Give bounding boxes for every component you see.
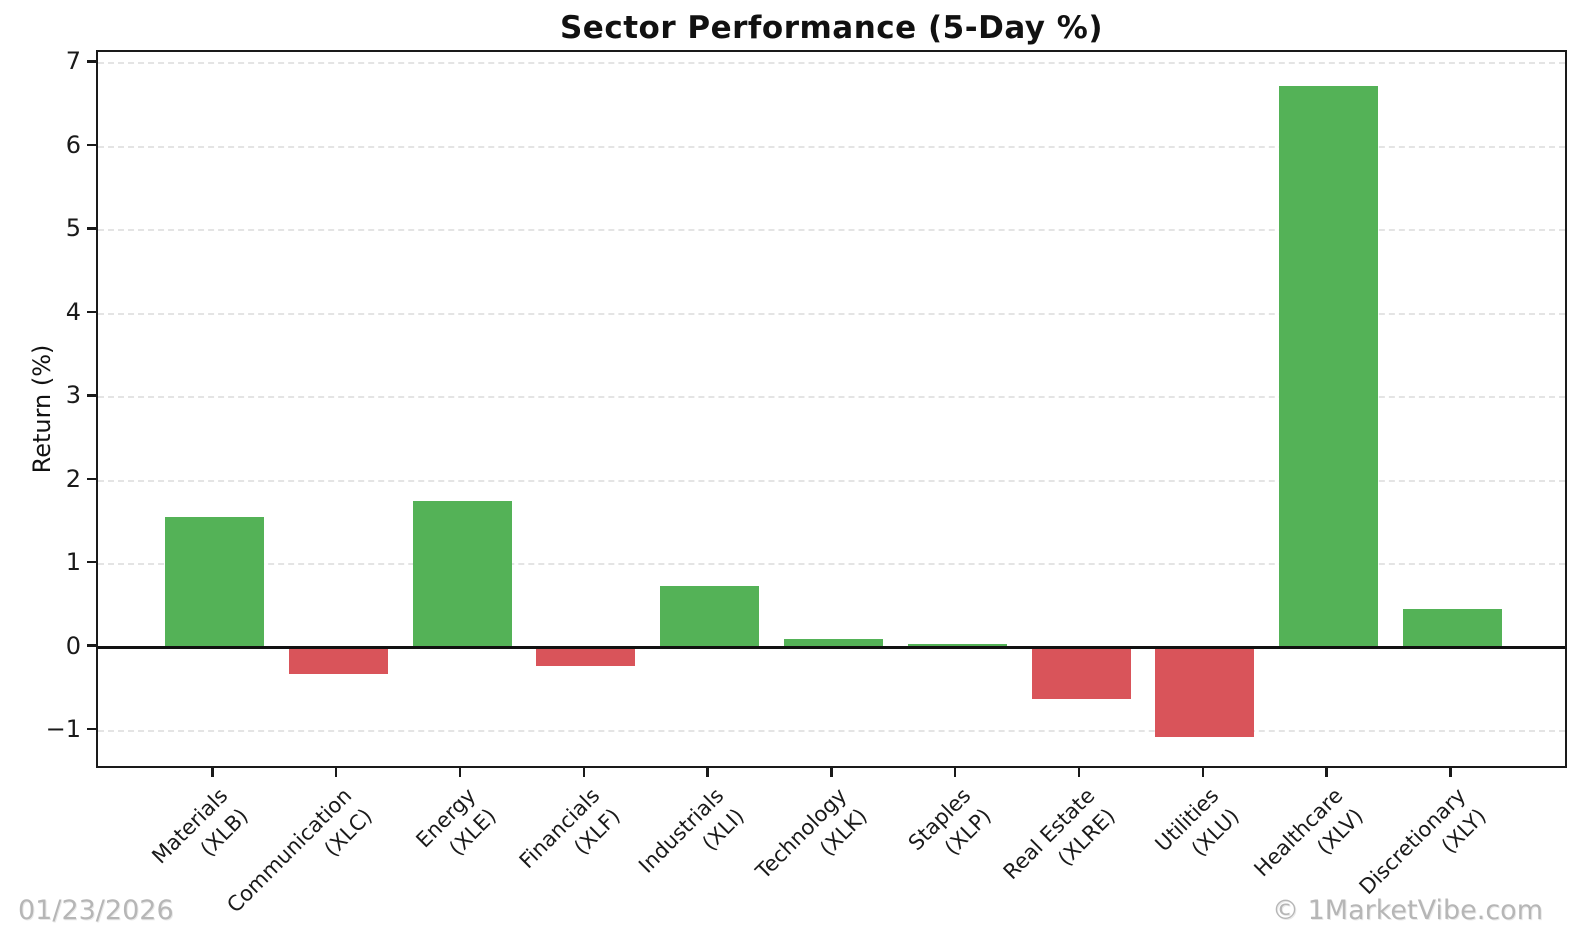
bar-xlk	[783, 638, 883, 648]
y-tick-mark	[87, 477, 96, 481]
x-tick-mark	[582, 768, 586, 777]
x-tick-mark	[211, 768, 214, 777]
x-tick-mark	[1449, 768, 1452, 777]
y-tick-label: 5	[65, 214, 81, 243]
x-tick-mark	[334, 768, 338, 777]
y-tick-mark	[87, 560, 96, 564]
y-tick-label: −1	[45, 715, 81, 744]
y-tick-label: 1	[65, 548, 81, 577]
x-tick-mark	[1325, 768, 1328, 777]
zero-baseline	[98, 646, 1565, 650]
bar-xlb	[164, 516, 264, 648]
gridline	[98, 62, 1565, 65]
gridline	[98, 145, 1565, 148]
gridline	[98, 479, 1565, 482]
y-tick-mark	[87, 644, 96, 647]
x-tick-mark	[458, 768, 462, 777]
plot-area	[96, 50, 1567, 768]
y-tick-mark	[87, 310, 96, 314]
y-tick-mark	[87, 727, 96, 731]
bar-xly	[1402, 609, 1502, 648]
x-tick-mark	[1201, 768, 1205, 777]
bar-xli	[660, 585, 760, 648]
bar-xlre	[1031, 647, 1131, 699]
bar-xlf	[536, 647, 636, 667]
gridline	[98, 312, 1565, 315]
bar-xlp	[907, 644, 1007, 648]
x-tick-mark	[1077, 768, 1081, 777]
x-tick-mark	[706, 768, 709, 777]
y-tick-label: 0	[65, 631, 81, 660]
bar-xlu	[1155, 647, 1255, 737]
y-tick-label: 4	[65, 297, 81, 326]
y-tick-label: 2	[65, 464, 81, 493]
gridline	[98, 730, 1565, 733]
y-tick-label: 3	[65, 381, 81, 410]
y-tick-mark	[87, 227, 96, 230]
gridline	[98, 229, 1565, 232]
y-tick-label: 7	[65, 47, 81, 76]
y-axis-label: Return (%)	[28, 344, 56, 474]
y-tick-mark	[87, 60, 96, 63]
y-tick-mark	[87, 394, 96, 397]
x-tick-mark	[953, 768, 957, 777]
y-tick-label: 6	[65, 130, 81, 159]
gridline	[98, 396, 1565, 399]
gridline	[98, 563, 1565, 566]
chart-title: Sector Performance (5-Day %)	[559, 10, 1104, 46]
bar-xlc	[288, 647, 388, 675]
bar-xle	[412, 500, 512, 648]
watermark: © 1MarketVibe.com	[1272, 895, 1543, 926]
y-tick-mark	[87, 143, 96, 147]
x-tick-mark	[830, 768, 833, 777]
date-label: 01/23/2026	[18, 895, 174, 926]
bar-xlv	[1279, 86, 1379, 648]
